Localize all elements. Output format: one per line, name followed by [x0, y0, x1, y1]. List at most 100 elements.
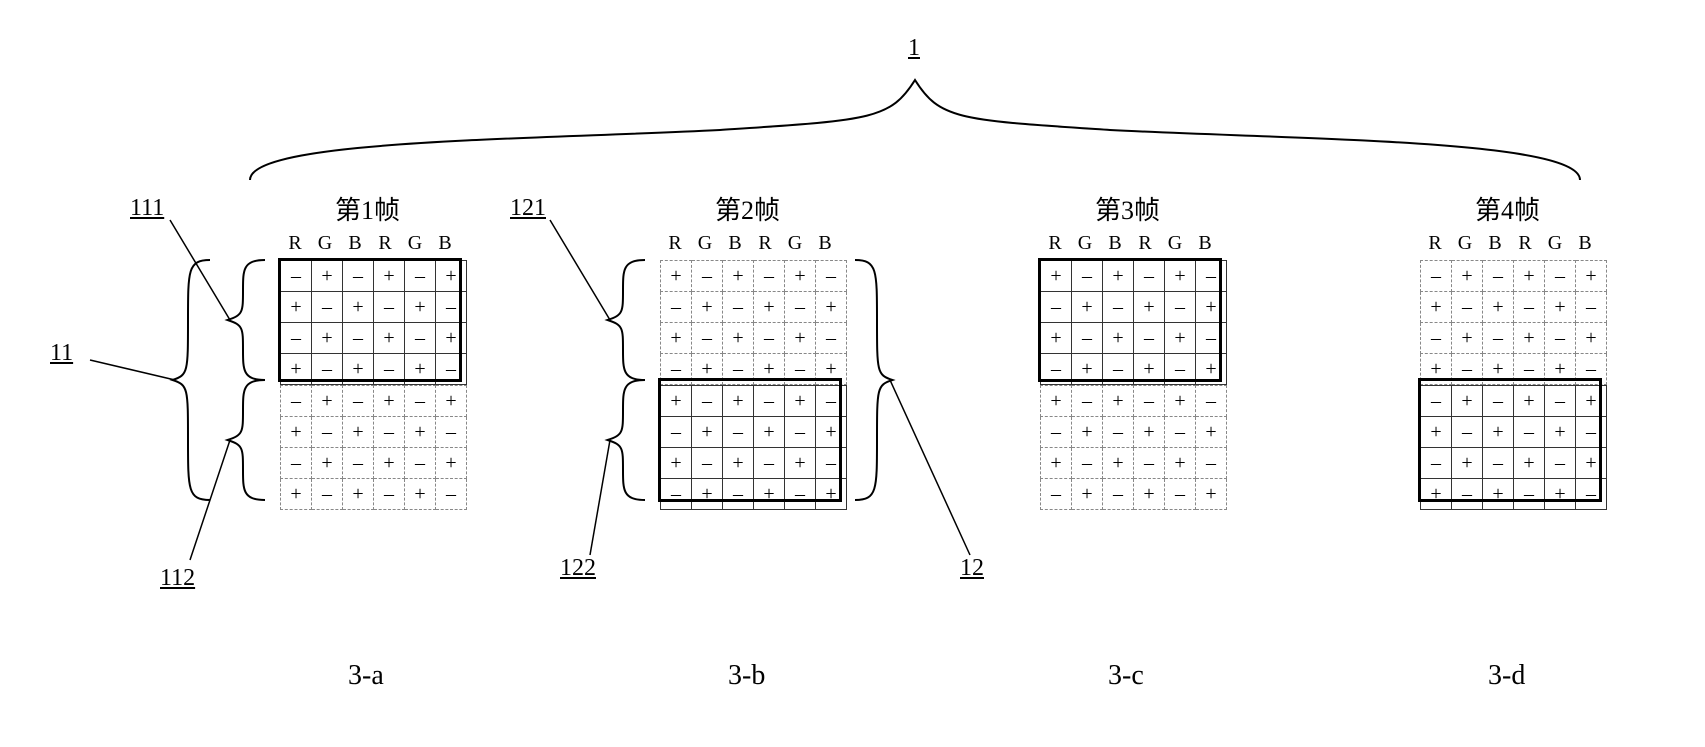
- polarity-cell: –: [1165, 354, 1196, 385]
- polarity-cell: –: [1483, 386, 1514, 417]
- polarity-cell: +: [1103, 386, 1134, 417]
- table-row: –+–+–+: [1421, 448, 1607, 479]
- polarity-cell: +: [1545, 417, 1576, 448]
- table-row: +–+–+–: [1421, 479, 1607, 510]
- polarity-cell: –: [1421, 448, 1452, 479]
- polarity-cell: +: [1514, 386, 1545, 417]
- column-headers: RGBRGB: [1420, 232, 1600, 255]
- polarity-cell: +: [1196, 292, 1227, 323]
- table-row: +–+–+–: [1421, 417, 1607, 448]
- polarity-cell: +: [1452, 448, 1483, 479]
- polarity-cell: –: [1452, 354, 1483, 385]
- polarity-cell: +: [1421, 292, 1452, 323]
- polarity-cell: –: [1134, 386, 1165, 417]
- polarity-cell: –: [1165, 417, 1196, 448]
- column-header-cell: G: [1540, 232, 1570, 255]
- polarity-cell: –: [1576, 354, 1607, 385]
- polarity-cell: –: [1576, 479, 1607, 510]
- polarity-cell: +: [1134, 479, 1165, 510]
- column-header-cell: G: [1450, 232, 1480, 255]
- polarity-cell: –: [1452, 292, 1483, 323]
- table-row: –+–+–+: [1041, 479, 1227, 510]
- table-row: +–+–+–: [1041, 386, 1227, 417]
- polarity-cell: +: [1514, 261, 1545, 292]
- polarity-cell: +: [1134, 354, 1165, 385]
- polarity-cell: –: [1196, 386, 1227, 417]
- table-row: –+–+–+: [1041, 354, 1227, 385]
- polarity-cell: +: [1576, 448, 1607, 479]
- frame-title: 第3帧: [1095, 190, 1160, 227]
- polarity-cell: +: [1421, 354, 1452, 385]
- polarity-cell: –: [1483, 261, 1514, 292]
- polarity-cell: –: [1545, 323, 1576, 354]
- polarity-cell: –: [1421, 261, 1452, 292]
- table-row: +–+–+–: [1421, 292, 1607, 323]
- polarity-cell: –: [1072, 323, 1103, 354]
- polarity-cell: +: [1041, 323, 1072, 354]
- polarity-cell: –: [1483, 323, 1514, 354]
- polarity-cell: –: [1514, 417, 1545, 448]
- column-header-cell: R: [1510, 232, 1540, 255]
- polarity-cell: +: [1041, 261, 1072, 292]
- polarity-cell: +: [1452, 261, 1483, 292]
- polarity-cell: –: [1545, 448, 1576, 479]
- polarity-cell: +: [1103, 261, 1134, 292]
- polarity-cell: –: [1545, 386, 1576, 417]
- polarity-cell: +: [1103, 323, 1134, 354]
- polarity-cell: –: [1134, 261, 1165, 292]
- polarity-cell: –: [1041, 417, 1072, 448]
- table-row: +–+–+–: [1421, 354, 1607, 385]
- grid-top-half: –+–+–++–+–+––+–+–++–+–+–: [1420, 260, 1607, 385]
- polarity-cell: +: [1421, 417, 1452, 448]
- polarity-cell: +: [1165, 323, 1196, 354]
- polarity-cell: +: [1134, 292, 1165, 323]
- ref-label: 12: [960, 555, 984, 582]
- table-row: +–+–+–: [1041, 323, 1227, 354]
- polarity-cell: +: [1545, 292, 1576, 323]
- polarity-cell: –: [1041, 354, 1072, 385]
- polarity-cell: +: [1134, 417, 1165, 448]
- polarity-cell: +: [1072, 417, 1103, 448]
- polarity-cell: –: [1103, 354, 1134, 385]
- table-row: –+–+–+: [1421, 261, 1607, 292]
- polarity-cell: –: [1576, 292, 1607, 323]
- table-row: –+–+–+: [1041, 417, 1227, 448]
- polarity-cell: +: [1072, 354, 1103, 385]
- ref-label: 121: [510, 195, 546, 222]
- polarity-cell: –: [1041, 479, 1072, 510]
- polarity-cell: +: [1041, 448, 1072, 479]
- polarity-cell: +: [1165, 386, 1196, 417]
- table-row: +–+–+–: [1041, 261, 1227, 292]
- polarity-cell: –: [1452, 479, 1483, 510]
- polarity-cell: –: [1165, 292, 1196, 323]
- column-header-cell: B: [1480, 232, 1510, 255]
- column-header-cell: R: [1420, 232, 1450, 255]
- sub-figure-label: 3-c: [1108, 660, 1144, 692]
- polarity-cell: +: [1165, 261, 1196, 292]
- polarity-cell: +: [1165, 448, 1196, 479]
- polarity-cell: –: [1072, 261, 1103, 292]
- polarity-cell: +: [1483, 354, 1514, 385]
- polarity-cell: +: [1483, 292, 1514, 323]
- polarity-cell: +: [1452, 386, 1483, 417]
- polarity-cell: +: [1103, 448, 1134, 479]
- polarity-cell: +: [1196, 479, 1227, 510]
- polarity-cell: –: [1134, 323, 1165, 354]
- polarity-grid: +–+–+––+–+–++–+–+––+–+–++–+–+––+–+–++–+–…: [1040, 260, 1227, 510]
- column-header-cell: B: [1570, 232, 1600, 255]
- grid-bottom-half: +–+–+––+–+–++–+–+––+–+–+: [1040, 385, 1227, 510]
- polarity-cell: +: [1196, 354, 1227, 385]
- table-row: –+–+–+: [1421, 323, 1607, 354]
- polarity-cell: –: [1514, 479, 1545, 510]
- polarity-cell: –: [1514, 292, 1545, 323]
- sub-figure-label: 3-d: [1488, 660, 1525, 692]
- column-header-cell: B: [1190, 232, 1220, 255]
- polarity-cell: +: [1514, 323, 1545, 354]
- polarity-cell: –: [1072, 386, 1103, 417]
- polarity-cell: –: [1103, 292, 1134, 323]
- column-header-cell: B: [1100, 232, 1130, 255]
- polarity-cell: –: [1196, 261, 1227, 292]
- polarity-cell: +: [1196, 417, 1227, 448]
- polarity-cell: –: [1514, 354, 1545, 385]
- grid-top-half: +–+–+––+–+–++–+–+––+–+–+: [1040, 260, 1227, 385]
